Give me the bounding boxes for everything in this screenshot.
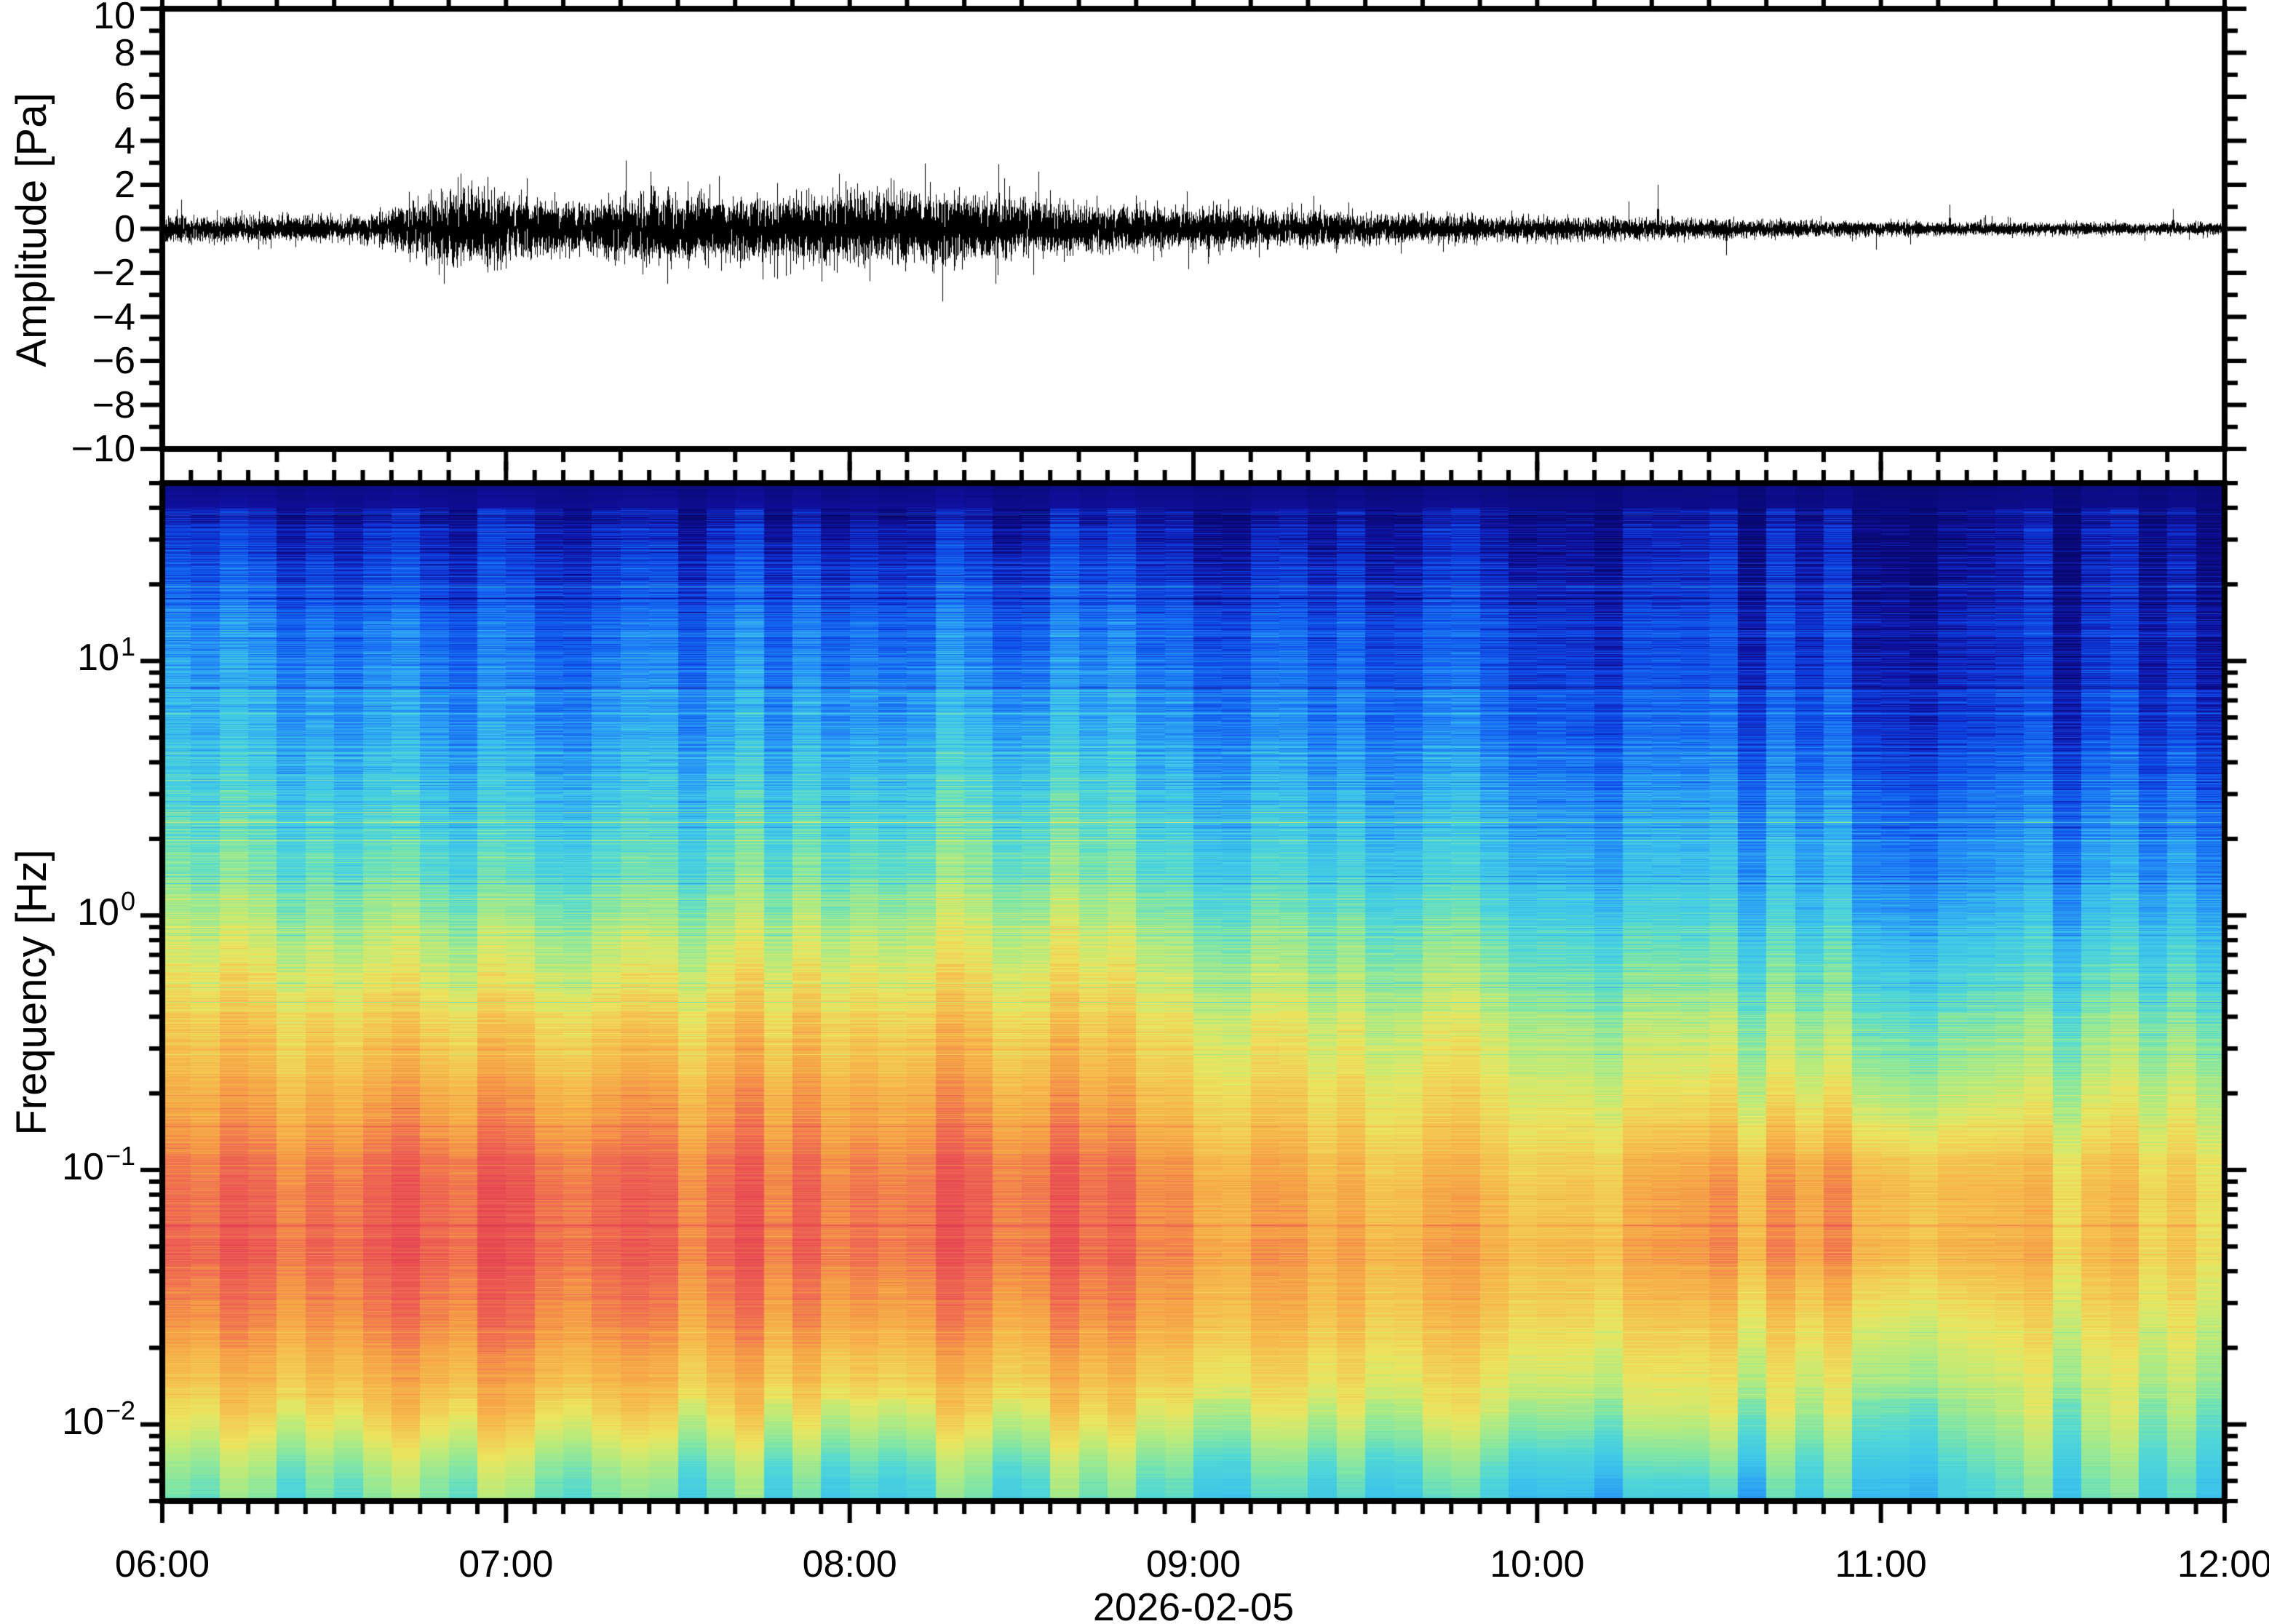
amplitude-tick-label: −2 <box>92 252 135 294</box>
amplitude-tick-label: 4 <box>114 119 135 162</box>
frequency-tick-label: 100 <box>77 886 135 934</box>
frequency-tick-label: 10−2 <box>62 1395 135 1443</box>
amplitude-tick-label: −10 <box>71 428 135 470</box>
amplitude-tick-label: 2 <box>114 164 135 206</box>
time-tick-label: 06:00 <box>114 1543 210 1585</box>
date-label: 2026-02-05 <box>1092 1585 1295 1624</box>
time-tick-label: 08:00 <box>802 1543 897 1585</box>
frequency-axis-title: Frequency [Hz] <box>8 849 55 1136</box>
frequency-tick-label: 101 <box>77 632 135 680</box>
amplitude-tick-label: −4 <box>92 295 135 338</box>
amplitude-tick-label: 8 <box>114 31 135 74</box>
amplitude-tick-label: 6 <box>114 76 135 118</box>
amplitude-tick-label: 0 <box>114 207 135 250</box>
amplitude-tick-label: 10 <box>93 0 135 37</box>
frequency-tick-label: 10−1 <box>62 1140 135 1188</box>
time-tick-label: 07:00 <box>458 1543 554 1585</box>
amplitude-tick-label: −6 <box>92 340 135 382</box>
time-tick-label: 10:00 <box>1490 1543 1585 1585</box>
time-tick-label: 09:00 <box>1145 1543 1241 1585</box>
amplitude-axis-title: Amplitude [Pa] <box>8 92 55 367</box>
time-tick-label: 11:00 <box>1835 1543 1927 1585</box>
amplitude-tick-label: −8 <box>92 383 135 426</box>
time-tick-label: 12:00 <box>2177 1543 2269 1585</box>
